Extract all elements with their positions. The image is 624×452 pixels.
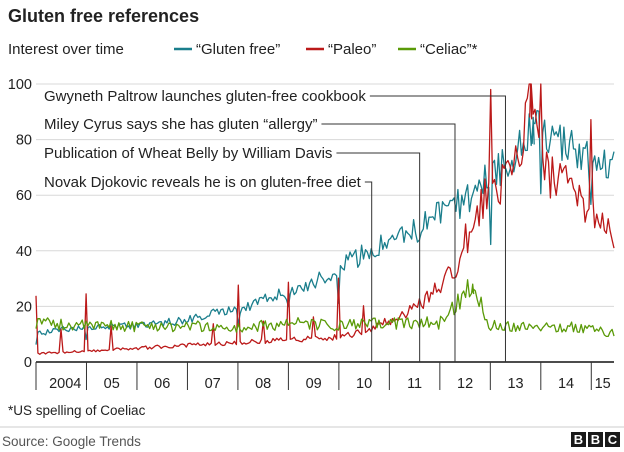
chart-subtitle: Interest over time: [8, 41, 124, 58]
y-tick-label: 40: [16, 244, 32, 260]
bbc-block: [605, 432, 620, 447]
x-tick-label: 2004: [49, 376, 81, 392]
y-tick-label: 20: [16, 299, 32, 315]
annotation: Gwyneth Paltrow launches gluten-free coo…: [40, 85, 506, 362]
x-tick-label: 15: [595, 376, 611, 392]
x-tick-label: 11: [407, 376, 422, 392]
x-tick-label: 08: [255, 376, 271, 392]
annotation-label: Novak Djokovic reveals he is on gluten-f…: [44, 174, 362, 191]
footnote: *US spelling of Coeliac: [8, 403, 146, 418]
legend-label: “Gluten free”: [196, 41, 280, 58]
y-tick-label: 0: [24, 355, 32, 371]
x-tick-label: 10: [356, 376, 372, 392]
x-tick-label: 05: [104, 376, 120, 392]
annotation: Publication of Wheat Belly by William Da…: [40, 142, 421, 362]
annotation-box: [40, 171, 365, 193]
annotation-box: [40, 113, 322, 135]
annotation-box: [40, 142, 337, 164]
source-text: Source: Google Trends: [2, 434, 141, 449]
annotation-label: Gwyneth Paltrow launches gluten-free coo…: [44, 88, 366, 105]
legend-label: “Celiac”*: [420, 41, 478, 58]
x-tick-label: 06: [154, 376, 170, 392]
annotations: Gwyneth Paltrow launches gluten-free coo…: [40, 85, 506, 362]
x-tick-label: 14: [558, 376, 574, 392]
annotation-leader: [364, 181, 373, 362]
annotation: Miley Cyrus says she has gluten “allergy…: [40, 113, 456, 362]
y-axis: 0 20 40 60 80 100: [8, 77, 32, 371]
bbc-block: [588, 432, 603, 447]
bbc-block: [571, 432, 586, 447]
x-tick-label: 07: [205, 376, 221, 392]
chart-title: Gluten free references: [8, 6, 199, 26]
annotation-box: [40, 85, 370, 107]
x-tick-label: 09: [306, 376, 322, 392]
annotation-leader: [369, 95, 506, 362]
y-tick-label: 100: [8, 77, 32, 93]
bbc-letter: B: [574, 432, 583, 447]
legend: “Gluten free” “Paleo” “Celiac”*: [174, 41, 478, 58]
annotation-label: Miley Cyrus says she has gluten “allergy…: [44, 116, 317, 133]
annotation-label: Publication of Wheat Belly by William Da…: [44, 145, 332, 162]
annotation: Novak Djokovic reveals he is on gluten-f…: [40, 171, 373, 362]
x-axis: 2004 05 06 07 08 09 10 11 12 13 14 15: [35, 361, 614, 392]
series-line: [35, 83, 615, 355]
bbc-letter: C: [608, 432, 618, 447]
x-tick-label: 13: [507, 376, 523, 392]
series-line: [35, 279, 615, 338]
annotation-leader: [321, 123, 456, 362]
y-tick-label: 60: [16, 188, 32, 204]
legend-label: “Paleo”: [328, 41, 376, 58]
series-layer: [35, 83, 615, 355]
x-tick-label: 12: [457, 376, 473, 392]
y-tick-label: 80: [16, 133, 32, 149]
bbc-letter: B: [591, 432, 600, 447]
annotation-leader: [336, 152, 421, 362]
